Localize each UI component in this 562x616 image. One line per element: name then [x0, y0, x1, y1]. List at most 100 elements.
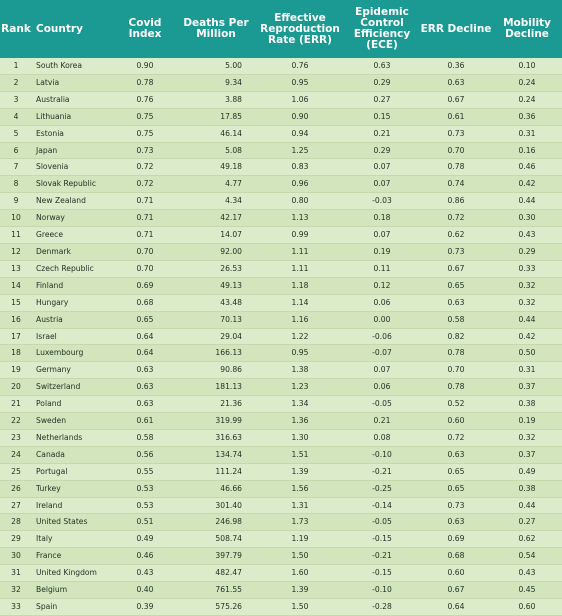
cell-err-decline: 0.63: [420, 446, 492, 464]
cell-ece: -0.07: [344, 344, 420, 363]
cell-err-decline: 0.65: [420, 480, 492, 498]
cell-mobility-decline: 0.54: [492, 547, 562, 566]
cell-deaths-per-million: 301.40: [176, 497, 256, 515]
table-row: 18 Luxembourg 0.64 166.13 0.95 -0.07 0.78 0.50: [0, 344, 562, 363]
cell-mobility-decline: 0.38: [492, 395, 562, 414]
cell-err: 1.36: [256, 412, 344, 430]
table-row: 16 Austria 0.65 70.13 1.16 0.00 0.58 0.44: [0, 311, 562, 329]
cell-mobility-decline: 0.42: [492, 328, 562, 346]
table-row: 33 Spain 0.39 575.26 1.50 -0.28 0.64 0.60: [0, 598, 562, 616]
cell-deaths-per-million: 181.13: [176, 378, 256, 397]
cell-err-decline: 0.52: [420, 395, 492, 414]
cell-rank: 15: [0, 294, 32, 312]
cell-mobility-decline: 0.44: [492, 497, 562, 515]
cell-rank: 12: [0, 243, 32, 261]
cell-ece: 0.18: [344, 209, 420, 228]
cell-deaths-per-million: 29.04: [176, 328, 256, 346]
cell-err-decline: 0.62: [420, 226, 492, 244]
cell-country: Norway: [32, 209, 114, 228]
cell-mobility-decline: 0.19: [492, 412, 562, 430]
table-row: 8 Slovak Republic 0.72 4.77 0.96 0.07 0.74 0.42: [0, 175, 562, 194]
cell-mobility-decline: 0.27: [492, 513, 562, 532]
cell-ece: 0.06: [344, 378, 420, 397]
cell-err: 1.14: [256, 294, 344, 312]
cell-covid-index: 0.63: [114, 378, 176, 397]
cell-rank: 31: [0, 564, 32, 583]
cell-err-decline: 0.72: [420, 209, 492, 228]
cell-country: Denmark: [32, 243, 114, 261]
cell-err-decline: 0.61: [420, 108, 492, 126]
cell-ece: -0.05: [344, 395, 420, 414]
cell-covid-index: 0.53: [114, 480, 176, 498]
cell-mobility-decline: 0.32: [492, 294, 562, 312]
cell-country: Israel: [32, 328, 114, 346]
table-row: 29 Italy 0.49 508.74 1.19 -0.15 0.69 0.62: [0, 530, 562, 549]
cell-mobility-decline: 0.37: [492, 378, 562, 397]
cell-rank: 22: [0, 412, 32, 430]
cell-err: 1.19: [256, 530, 344, 549]
cell-deaths-per-million: 134.74: [176, 446, 256, 464]
cell-covid-index: 0.69: [114, 277, 176, 295]
table-row: 2 Latvia 0.78 9.34 0.95 0.29 0.63 0.24: [0, 74, 562, 92]
header-ece: Epidemic Control Efficiency (ECE): [353, 6, 411, 51]
cell-err: 0.96: [256, 175, 344, 194]
cell-err: 1.60: [256, 564, 344, 583]
cell-err: 1.31: [256, 497, 344, 515]
cell-covid-index: 0.58: [114, 429, 176, 447]
cell-rank: 25: [0, 463, 32, 481]
cell-rank: 30: [0, 547, 32, 566]
cell-covid-index: 0.72: [114, 175, 176, 194]
cell-ece: -0.06: [344, 328, 420, 346]
table-row: 14 Finland 0.69 49.13 1.18 0.12 0.65 0.32: [0, 277, 562, 295]
table-row: 31 United Kingdom 0.43 482.47 1.60 -0.15 0.60 0…: [0, 564, 562, 583]
cell-deaths-per-million: 508.74: [176, 530, 256, 549]
cell-ece: -0.25: [344, 480, 420, 498]
cell-mobility-decline: 0.43: [492, 564, 562, 583]
cell-deaths-per-million: 14.07: [176, 226, 256, 244]
cell-covid-index: 0.46: [114, 547, 176, 566]
cell-deaths-per-million: 43.48: [176, 294, 256, 312]
cell-mobility-decline: 0.36: [492, 108, 562, 126]
cell-mobility-decline: 0.42: [492, 175, 562, 194]
cell-ece: 0.11: [344, 260, 420, 278]
cell-ece: 0.12: [344, 277, 420, 295]
cell-err-decline: 0.64: [420, 598, 492, 616]
cell-covid-index: 0.75: [114, 125, 176, 143]
cell-deaths-per-million: 42.17: [176, 209, 256, 228]
cell-rank: 1: [0, 58, 32, 75]
cell-deaths-per-million: 46.66: [176, 480, 256, 498]
cell-covid-index: 0.56: [114, 446, 176, 464]
cell-country: Lithuania: [32, 108, 114, 126]
cell-country: Slovak Republic: [32, 175, 114, 194]
cell-err: 1.11: [256, 243, 344, 261]
cell-err-decline: 0.82: [420, 328, 492, 346]
cell-ece: -0.21: [344, 547, 420, 566]
cell-ece: 0.27: [344, 91, 420, 109]
cell-err: 0.83: [256, 158, 344, 177]
cell-deaths-per-million: 49.18: [176, 158, 256, 177]
cell-ece: 0.21: [344, 125, 420, 143]
cell-covid-index: 0.61: [114, 412, 176, 430]
table-row: 15 Hungary 0.68 43.48 1.14 0.06 0.63 0.32: [0, 294, 562, 312]
cell-country: Turkey: [32, 480, 114, 498]
header-err: Effective Reproduction Rate (ERR): [260, 11, 340, 46]
cell-err-decline: 0.63: [420, 294, 492, 312]
cell-ece: -0.03: [344, 192, 420, 211]
cell-ece: -0.05: [344, 513, 420, 532]
cell-covid-index: 0.73: [114, 142, 176, 160]
cell-country: Estonia: [32, 125, 114, 143]
cell-country: Germany: [32, 361, 114, 380]
cell-ece: -0.28: [344, 598, 420, 616]
cell-covid-index: 0.49: [114, 530, 176, 549]
table-row: 23 Netherlands 0.58 316.63 1.30 0.08 0.72 0.32: [0, 429, 562, 447]
cell-err: 1.06: [256, 91, 344, 109]
cell-rank: 21: [0, 395, 32, 414]
cell-covid-index: 0.39: [114, 598, 176, 616]
cell-mobility-decline: 0.30: [492, 209, 562, 228]
cell-covid-index: 0.64: [114, 344, 176, 363]
cell-ece: 0.06: [344, 294, 420, 312]
cell-err-decline: 0.63: [420, 74, 492, 92]
cell-covid-index: 0.90: [114, 58, 176, 75]
cell-covid-index: 0.78: [114, 74, 176, 92]
